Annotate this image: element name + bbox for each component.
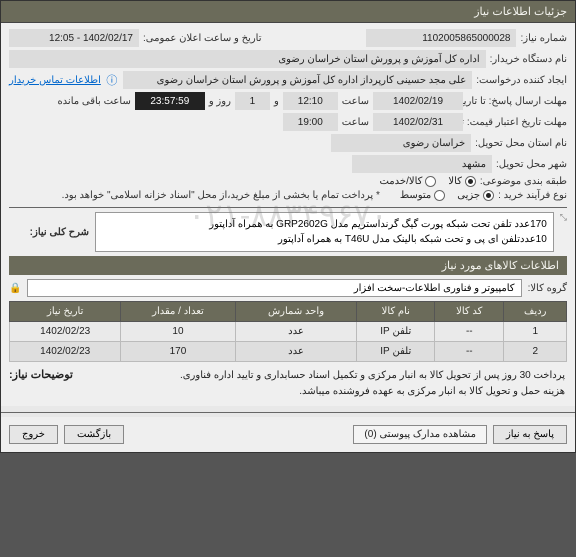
pack-radio-khadamat[interactable]: کالا/خدمت	[379, 176, 436, 187]
col-row: ردیف	[504, 302, 567, 322]
desc-label: شرح کلی نیاز:	[9, 212, 89, 252]
radio-dot-icon	[425, 176, 436, 187]
table-cell: تلفن IP	[357, 322, 435, 342]
group-value[interactable]	[27, 279, 521, 297]
col-code: کد کالا	[435, 302, 504, 322]
button-bar: پاسخ به نیاز مشاهده مدارک پیوستی (0) باز…	[1, 417, 575, 452]
table-row[interactable]: 2--تلفن IPعدد1701402/02/23	[10, 342, 567, 362]
table-cell: تلفن IP	[357, 342, 435, 362]
items-section-header: اطلاعات کالاهای مورد نیاز	[9, 256, 567, 275]
table-cell: 170	[121, 342, 235, 362]
device-label: نام دستگاه خریدار:	[490, 54, 567, 65]
need-description[interactable]	[95, 212, 554, 252]
table-cell: 1402/02/23	[10, 342, 121, 362]
table-header-row: ردیف کد کالا نام کالا واحد شمارش تعداد /…	[10, 302, 567, 322]
table-cell: عدد	[235, 322, 357, 342]
back-button[interactable]: بازگشت	[64, 425, 124, 444]
validity-date: 1402/02/31	[373, 113, 463, 131]
notes-label: توضیحات نیاز:	[9, 362, 73, 402]
table-cell: عدد	[235, 342, 357, 362]
validity-time: 19:00	[283, 113, 338, 131]
table-cell: 1402/02/23	[10, 322, 121, 342]
deadline-time: 12:10	[283, 92, 338, 110]
province-value: خراسان رضوی	[331, 134, 471, 152]
city-label: شهر محل تحویل:	[496, 159, 567, 170]
attachments-button[interactable]: مشاهده مدارک پیوستی (0)	[353, 425, 487, 444]
remaining-label: ساعت باقی مانده	[57, 96, 130, 107]
va-label: و	[274, 96, 279, 107]
announce-label: تاریخ و ساعت اعلان عمومی:	[143, 33, 262, 44]
pack-radio-kala-label: کالا	[448, 176, 462, 187]
creator-label: ایجاد کننده درخواست:	[476, 75, 567, 86]
process-radio-joz[interactable]: جزیی	[457, 190, 494, 201]
pack-radio-group: کالا کالا/خدمت	[379, 176, 475, 187]
col-name: نام کالا	[357, 302, 435, 322]
notes-text: پرداخت 30 روز پس از تحویل کالا به انبار …	[83, 362, 567, 402]
radio-dot-icon	[483, 190, 494, 201]
creator-value: علی مجد حسینی کارپرداز اداره کل آموزش و …	[123, 71, 472, 89]
lock-icon: 🔒	[9, 283, 21, 294]
col-date: تاریخ نیاز	[10, 302, 121, 322]
group-label: گروه کالا:	[528, 283, 567, 294]
announce-value: 1402/02/17 - 12:05	[9, 29, 139, 47]
countdown-value: 23:57:59	[135, 92, 205, 110]
radio-dot-icon	[434, 190, 445, 201]
deadline-days: 1	[235, 92, 270, 110]
province-label: نام استان محل تحویل:	[475, 138, 567, 149]
deadline-date: 1402/02/19	[373, 92, 463, 110]
table-cell: 2	[504, 342, 567, 362]
contact-link[interactable]: اطلاعات تماس خریدار	[9, 75, 101, 86]
divider	[1, 412, 575, 413]
pack-radio-khadamat-label: کالا/خدمت	[379, 176, 422, 187]
notes-line-1: پرداخت 30 روز پس از تحویل کالا به انبار …	[85, 368, 565, 384]
validity-label: مهلت تاریخ اعتبار قیمت: تا تاریخ:	[467, 117, 567, 128]
deadline-label: مهلت ارسال پاسخ: تا تاریخ:	[467, 96, 567, 107]
city-value: مشهد	[352, 155, 492, 173]
need-no-label: شماره نیاز:	[520, 33, 567, 44]
items-table: ردیف کد کالا نام کالا واحد شمارش تعداد /…	[9, 301, 567, 362]
process-label: نوع فرآیند خرید :	[498, 190, 567, 201]
radio-dot-icon	[465, 176, 476, 187]
process-radio-joz-label: جزیی	[457, 190, 480, 201]
col-qty: تعداد / مقدار	[121, 302, 235, 322]
info-icon: ⓘ	[105, 73, 119, 87]
exit-button[interactable]: خروج	[9, 425, 58, 444]
table-cell: --	[435, 342, 504, 362]
window-title: جزئیات اطلاعات نیاز	[1, 1, 575, 23]
divider	[9, 207, 567, 208]
form-area: شماره نیاز: 1102005865000028 تاریخ و ساع…	[1, 23, 575, 406]
pack-label: طبقه بندی موضوعی:	[480, 176, 567, 187]
need-no-value: 1102005865000028	[366, 29, 516, 47]
process-radio-motevasset[interactable]: متوسط	[400, 190, 445, 201]
payment-note: * پرداخت تمام یا بخشی از مبلغ خرید،از مح…	[62, 190, 380, 201]
table-cell: 1	[504, 322, 567, 342]
need-details-window: جزئیات اطلاعات نیاز شماره نیاز: 11020058…	[0, 0, 576, 453]
device-value: اداره کل آموزش و پرورش استان خراسان رضوی	[9, 50, 486, 68]
attachments-label: مشاهده مدارک پیوستی	[379, 429, 476, 440]
col-unit: واحد شمارش	[235, 302, 357, 322]
process-radio-motevasset-label: متوسط	[400, 190, 431, 201]
attachments-count: (0)	[364, 429, 376, 440]
table-row[interactable]: 1--تلفن IPعدد101402/02/23	[10, 322, 567, 342]
pack-radio-kala[interactable]: کالا	[448, 176, 476, 187]
saat-label-1: ساعت	[342, 96, 369, 107]
resize-handle-icon[interactable]: ⤡	[560, 212, 567, 223]
process-radio-group: جزیی متوسط	[400, 190, 494, 201]
table-cell: --	[435, 322, 504, 342]
notes-line-2: هزینه حمل و تحویل کالا به انبار مرکزی به…	[85, 384, 565, 400]
reply-button[interactable]: پاسخ به نیاز	[493, 425, 567, 444]
table-cell: 10	[121, 322, 235, 342]
roozva-label: روز و	[209, 96, 231, 107]
saat-label-2: ساعت	[342, 117, 369, 128]
